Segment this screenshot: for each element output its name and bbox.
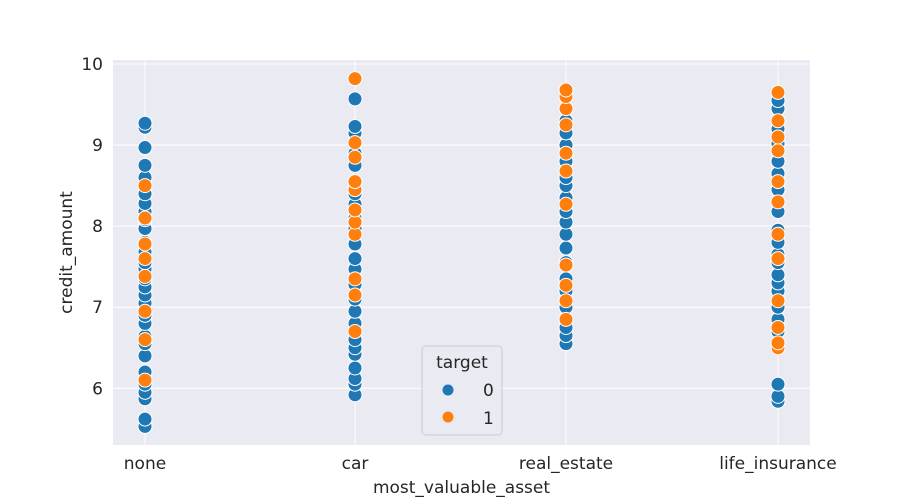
data-point-target-0 [137, 140, 153, 156]
data-point-target-1 [558, 196, 574, 212]
y-tick-label: 9 [92, 136, 103, 156]
data-point-target-1 [770, 113, 786, 129]
data-point-target-1 [770, 319, 786, 335]
data-point-target-0 [770, 376, 786, 392]
data-point-target-1 [137, 178, 153, 194]
data-point-target-1 [770, 251, 786, 267]
data-point-target-1 [137, 303, 153, 319]
data-point-target-1 [770, 143, 786, 159]
y-tick-label: 10 [81, 55, 103, 75]
data-point-target-1 [770, 194, 786, 210]
data-point-target-1 [137, 236, 153, 252]
data-point-target-0 [137, 115, 153, 131]
x-tick-label: none [124, 454, 166, 474]
legend-label-0: 0 [483, 381, 494, 401]
data-point-target-0 [137, 157, 153, 173]
x-tick-label: life_insurance [719, 454, 837, 474]
y-tick-labels: 6 7 8 9 10 [81, 55, 103, 399]
y-tick-label: 7 [92, 298, 103, 318]
data-point-target-1 [137, 251, 153, 267]
data-point-target-1 [137, 268, 153, 284]
y-tick-label: 8 [92, 217, 103, 237]
x-tick-labels: none car real_estate life_insurance [124, 454, 837, 474]
data-points [137, 71, 786, 434]
data-point-target-1 [347, 324, 363, 340]
data-point-target-1 [558, 117, 574, 133]
data-point-target-1 [347, 202, 363, 218]
data-point-target-1 [347, 135, 363, 151]
data-point-target-0 [347, 91, 363, 107]
data-point-target-1 [770, 335, 786, 351]
legend-marker-0 [442, 384, 454, 396]
legend-marker-1 [442, 411, 454, 423]
data-point-target-1 [558, 257, 574, 273]
y-axis-label: credit_amount [57, 191, 77, 314]
data-point-target-1 [137, 372, 153, 388]
data-point-target-1 [347, 71, 363, 87]
data-point-target-0 [137, 411, 153, 427]
data-point-target-1 [770, 84, 786, 100]
legend-box [421, 345, 503, 436]
data-point-target-1 [558, 145, 574, 161]
data-point-target-1 [137, 332, 153, 348]
x-tick-label: real_estate [519, 454, 613, 474]
data-point-target-1 [347, 149, 363, 165]
data-point-target-0 [347, 251, 363, 267]
y-tick-label: 6 [92, 379, 103, 399]
legend: target 0 1 [421, 345, 503, 436]
legend-label-1: 1 [483, 409, 494, 429]
data-point-target-1 [347, 287, 363, 303]
data-point-target-1 [558, 277, 574, 293]
data-point-target-1 [558, 311, 574, 327]
legend-title: target [436, 353, 488, 373]
data-point-target-1 [558, 163, 574, 179]
data-point-target-1 [347, 174, 363, 190]
data-point-target-1 [558, 82, 574, 98]
data-point-target-0 [558, 240, 574, 256]
data-point-target-1 [770, 293, 786, 309]
x-tick-label: car [342, 454, 369, 474]
data-point-target-0 [347, 360, 363, 376]
data-point-target-1 [347, 271, 363, 287]
data-point-target-1 [558, 293, 574, 309]
x-axis-label: most_valuable_asset [373, 478, 550, 498]
data-point-target-1 [770, 174, 786, 190]
data-point-target-0 [347, 118, 363, 134]
data-point-target-1 [137, 210, 153, 226]
data-point-target-1 [770, 226, 786, 242]
data-point-target-1 [770, 129, 786, 145]
